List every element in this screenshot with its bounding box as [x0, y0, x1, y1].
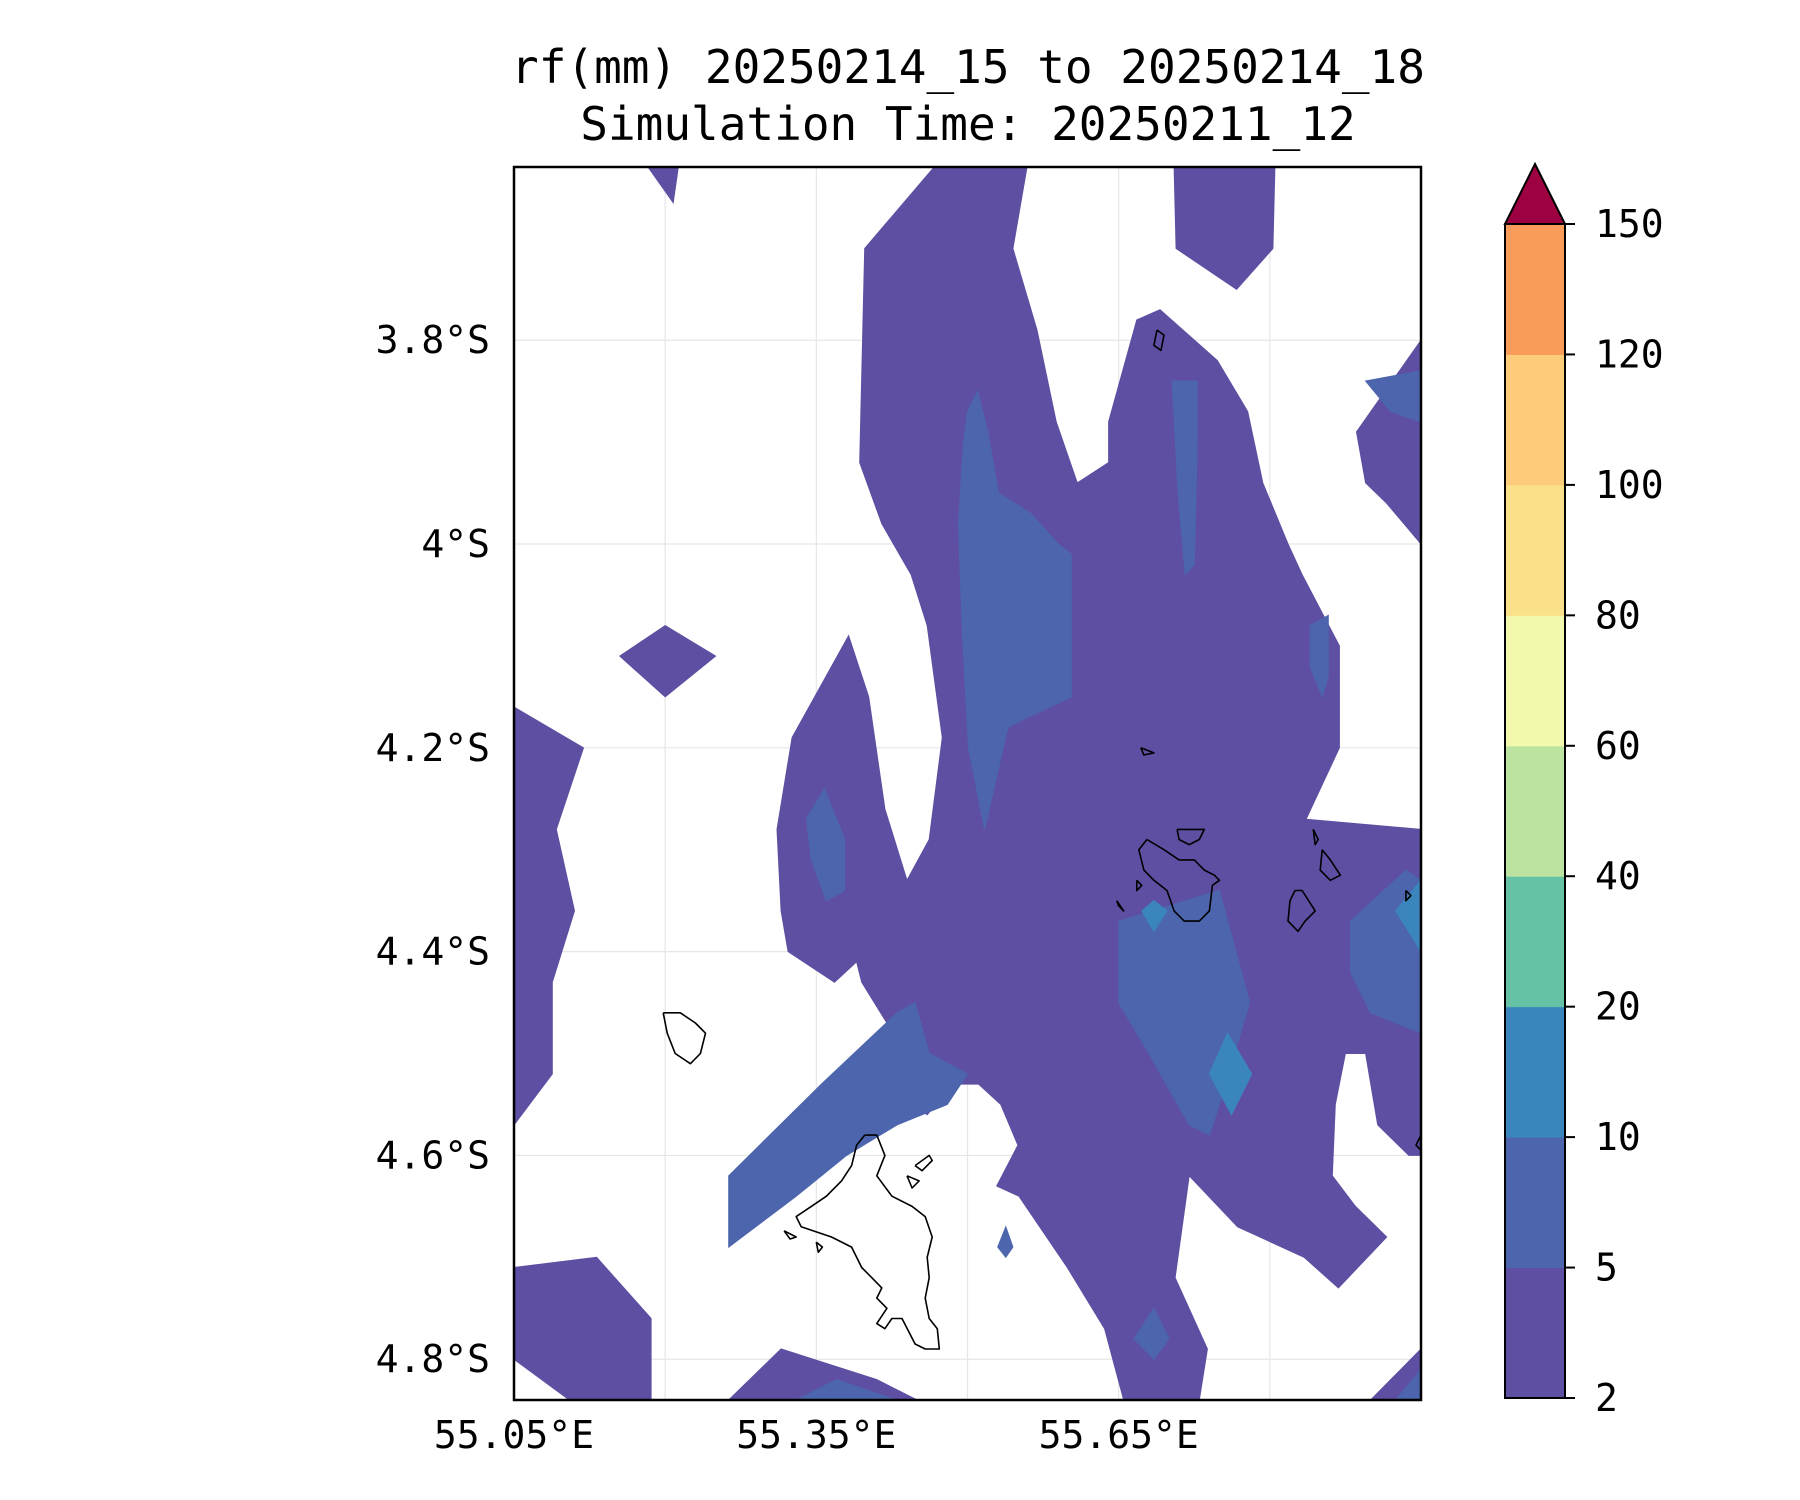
chart-subtitle: Simulation Time: 20250211_12 — [580, 97, 1355, 151]
colorbar-tick-label: 60 — [1595, 724, 1641, 768]
colorbar-segment — [1505, 745, 1565, 877]
coastline — [1405, 889, 1412, 902]
coastline — [1136, 879, 1143, 892]
colorbar-tick-label: 100 — [1595, 463, 1664, 507]
contour-region-5-10 — [1395, 1368, 1421, 1400]
coastline — [1140, 747, 1155, 756]
colorbar-tick-label: 80 — [1595, 593, 1641, 637]
x-axis-ticks: 55.05°E 55.35°E 55.65°E — [434, 1413, 1199, 1457]
colorbar-segment — [1505, 1006, 1565, 1138]
colorbar-segment — [1505, 1137, 1565, 1269]
coastline — [1176, 828, 1206, 846]
colorbar: 2 5 10 20 40 60 80 100 120 150 — [1503, 161, 1664, 1420]
colorbar-tick-label: 20 — [1595, 985, 1641, 1029]
contour-region-5-10 — [997, 1225, 1014, 1259]
contour-region-5-10 — [1133, 1307, 1170, 1360]
y-tick-label: 4°S — [421, 522, 490, 566]
contour-region-2-5 — [1173, 167, 1276, 290]
contour-region-10-20 — [1395, 879, 1421, 953]
contour-region-2-5 — [514, 706, 585, 1126]
colorbar-tick-label: 2 — [1595, 1376, 1618, 1420]
colorbar-tick-label: 120 — [1595, 332, 1664, 376]
contour-region-10-20 — [1141, 900, 1168, 933]
y-axis-ticks: 3.8°S 4°S 4.2°S 4.4°S 4.6°S 4.8°S — [376, 318, 490, 1381]
y-tick-label: 3.8°S — [376, 318, 490, 362]
colorbar-segment — [1505, 1267, 1565, 1399]
colorbar-segment — [1505, 224, 1565, 355]
contour-region-5-10 — [795, 1379, 898, 1400]
contour-region-5-10 — [1364, 370, 1421, 423]
plot-frame — [512, 165, 1423, 1402]
y-tick-label: 4.8°S — [376, 1337, 490, 1381]
colorbar-extend-arrow — [1503, 161, 1567, 225]
plot-area — [512, 165, 1423, 1402]
coastline — [1138, 838, 1221, 922]
contour-region-2-5 — [618, 625, 717, 698]
x-tick-label: 55.05°E — [434, 1413, 594, 1457]
coastline — [1415, 1134, 1421, 1151]
contour-region-5-10 — [957, 389, 1072, 830]
colorbar-segment — [1505, 615, 1565, 747]
coastline — [1312, 829, 1319, 846]
contour-fills — [514, 167, 1421, 1400]
colorbar-tick-label: 5 — [1595, 1246, 1618, 1290]
colorbar-tick-label: 40 — [1595, 854, 1641, 898]
x-tick-label: 55.65°E — [1039, 1413, 1199, 1457]
x-tick-label: 55.35°E — [736, 1413, 896, 1457]
coastline — [662, 1011, 707, 1065]
coastline — [783, 1230, 798, 1240]
colorbar-tick-label: 150 — [1595, 202, 1664, 246]
coastline — [906, 1175, 920, 1189]
colorbar-segment — [1505, 876, 1565, 1008]
chart-title: rf(mm) 20250214_15 to 20250214_18 — [511, 40, 1425, 94]
contour-region-2-5 — [514, 1256, 652, 1400]
coastline — [1319, 849, 1342, 882]
coastlines — [662, 329, 1421, 1350]
colorbar-tick-label: 10 — [1595, 1115, 1641, 1159]
y-tick-label: 4.2°S — [376, 726, 490, 770]
contour-region-2-5 — [647, 167, 679, 205]
coastline — [795, 1134, 941, 1350]
colorbar-segment — [1505, 354, 1565, 486]
coastline — [914, 1154, 934, 1172]
y-tick-label: 4.4°S — [376, 930, 490, 974]
coastline — [1153, 329, 1165, 352]
coastline — [1115, 900, 1125, 912]
coastline — [815, 1241, 824, 1253]
colorbar-segment — [1505, 484, 1565, 616]
contour-region-2-5 — [727, 1348, 918, 1400]
contour-region-5-10 — [805, 787, 846, 902]
colorbar-frame — [1504, 223, 1566, 1399]
contour-region-5-10 — [1171, 380, 1198, 576]
y-tick-label: 4.6°S — [376, 1133, 490, 1177]
coastline — [1287, 889, 1316, 933]
contour-region-5-10 — [728, 1001, 969, 1249]
contour-region-10-20 — [1208, 1032, 1253, 1116]
contour-region-5-10 — [1309, 614, 1329, 699]
